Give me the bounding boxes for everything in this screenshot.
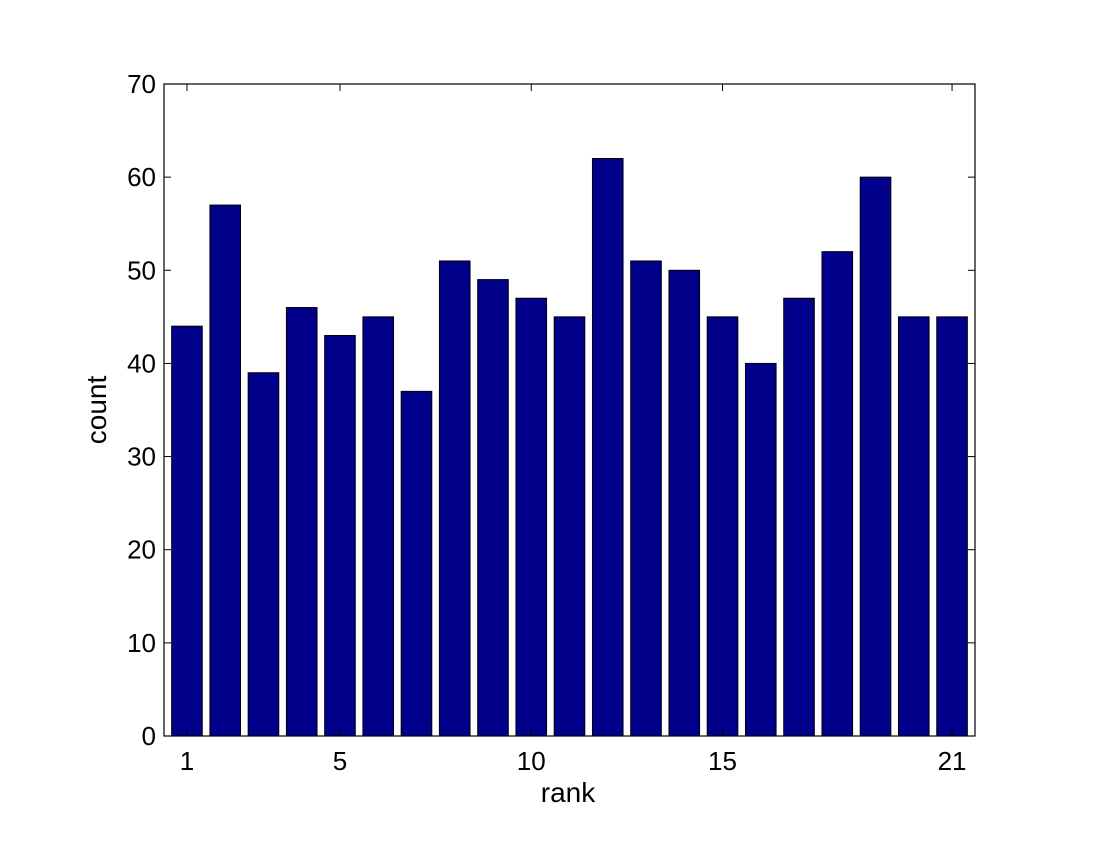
x-axis-label: rank — [541, 777, 596, 808]
y-tick-label-40: 40 — [127, 348, 156, 378]
bar-rank-11 — [553, 316, 586, 737]
bar-rank-16 — [744, 362, 777, 737]
plot-frame — [163, 83, 976, 737]
x-tick-label-15: 15 — [708, 746, 737, 776]
bar-rank-20 — [897, 316, 930, 737]
y-tick-label-10: 10 — [127, 628, 156, 658]
y-tick-label-0: 0 — [142, 721, 156, 751]
bar-rank-21 — [936, 316, 968, 737]
bar-rank-17 — [783, 297, 815, 737]
y-tick-label-20: 20 — [127, 535, 156, 565]
bar-rank-6 — [362, 316, 395, 737]
bar-rank-8 — [438, 260, 471, 737]
bar-rank-3 — [247, 372, 280, 737]
bar-rank-9 — [477, 279, 509, 737]
bar-rank-13 — [630, 260, 662, 737]
x-tick-label-1: 1 — [180, 746, 194, 776]
bar-rank-2 — [209, 204, 242, 737]
x-tick-label-5: 5 — [333, 746, 347, 776]
bar-rank-14 — [668, 269, 701, 737]
bar-rank-1 — [171, 325, 203, 737]
x-tick-labels: 1 5 10 15 21 — [180, 746, 967, 776]
x-tick-label-21: 21 — [938, 746, 967, 776]
x-tick-label-10: 10 — [517, 746, 546, 776]
bar-rank-18 — [821, 251, 854, 737]
bar-rank-4 — [285, 307, 318, 737]
bar-rank-19 — [859, 176, 892, 737]
y-axis-label: count — [81, 376, 112, 445]
y-tick-labels: 0 10 20 30 40 50 60 70 — [127, 69, 156, 751]
y-tick-label-70: 70 — [127, 69, 156, 99]
y-tick-label-60: 60 — [127, 162, 156, 192]
y-tick-label-30: 30 — [127, 442, 156, 472]
bar-rank-15 — [706, 316, 739, 737]
y-tick-label-50: 50 — [127, 255, 156, 285]
bar-rank-10 — [515, 297, 548, 737]
bars — [171, 158, 968, 737]
bar-rank-12 — [591, 158, 624, 737]
bar-rank-7 — [400, 390, 433, 737]
bar-rank-5 — [324, 334, 356, 737]
